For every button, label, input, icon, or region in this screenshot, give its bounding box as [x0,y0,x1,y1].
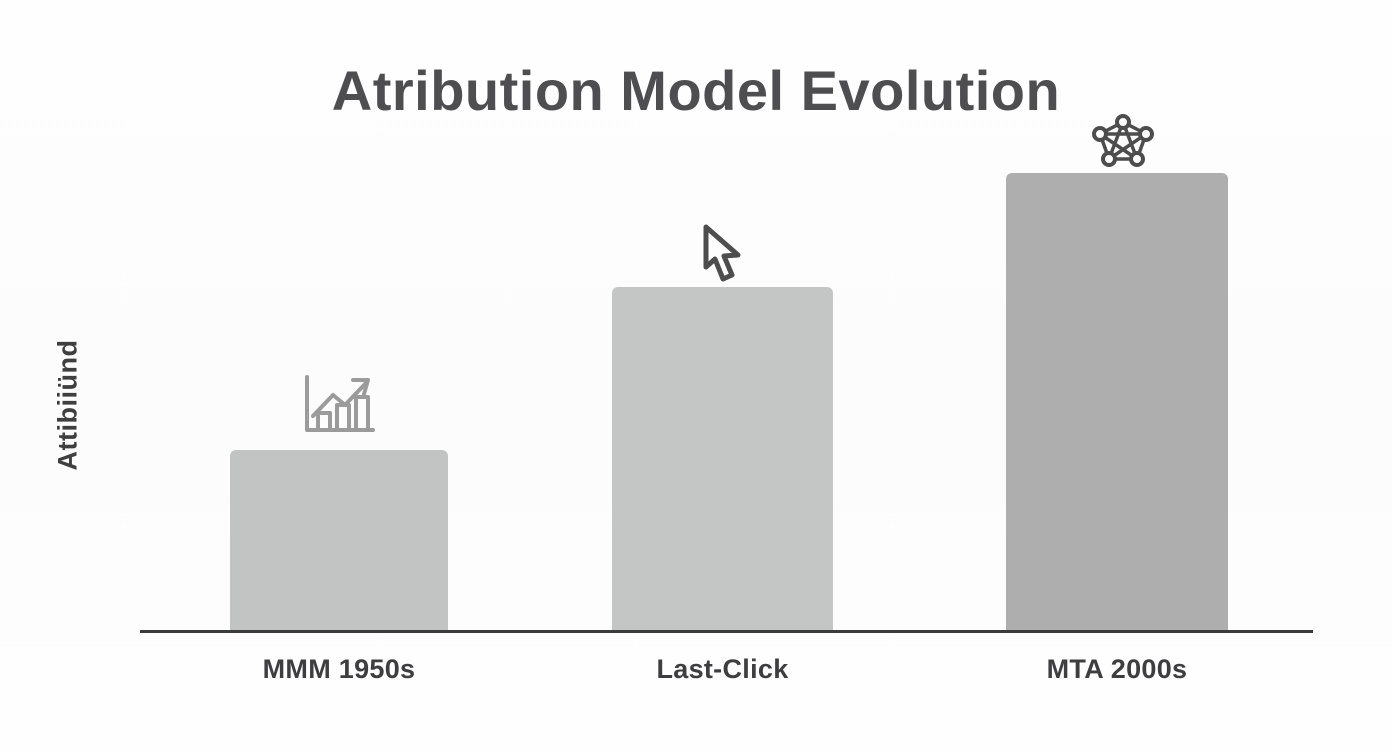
bar [612,287,833,631]
x-axis-baseline [140,630,1313,633]
cursor-pointer-icon [698,222,746,286]
chart-title: Atribution Model Evolution [331,59,1061,122]
network-graph-icon [1092,113,1154,169]
bar-chart-growth-icon [300,374,376,436]
x-axis-label: MTA 2000s [1046,654,1188,684]
y-axis-label: Attibiiünd [52,339,83,471]
bar [1006,172,1228,631]
x-axis-label: MMM 1950s [262,654,416,684]
bar [230,450,448,631]
x-axis-label: Last-Click [656,654,789,684]
